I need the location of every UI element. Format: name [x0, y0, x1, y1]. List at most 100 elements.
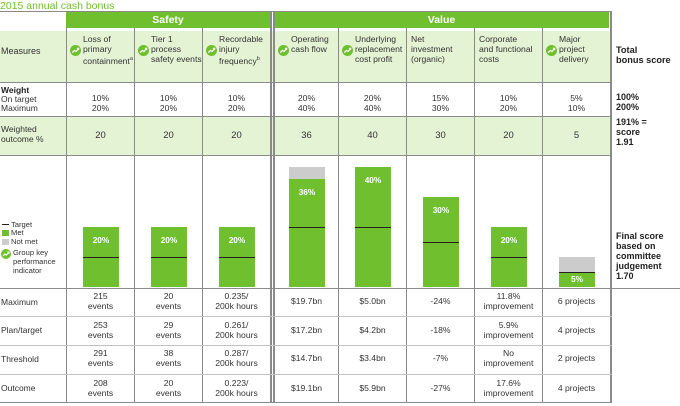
- row-value-thr: $14.7bn: [290, 353, 323, 363]
- target-line: [151, 257, 187, 258]
- measure-name-line-3: (organic): [411, 54, 445, 65]
- bar-value-label: 5%: [571, 274, 583, 284]
- total-score-3: 1.91: [616, 137, 634, 147]
- weight-on-target: 10%: [499, 93, 518, 103]
- measure-name-line-1: Loss of: [83, 34, 111, 44]
- measure-name-line-2: and functional: [479, 44, 533, 54]
- weight-maximum: 20%: [91, 103, 110, 113]
- bar-met: [289, 179, 325, 287]
- total-header-2: bonus score: [616, 55, 671, 65]
- measure-name-line-1: Corporate: [479, 34, 518, 44]
- grid-line: [273, 12, 275, 402]
- row-value-thr: -7%: [432, 353, 449, 363]
- page-title: 2015 annual cash bonus: [0, 0, 115, 12]
- weighted-outcome: 20: [231, 130, 242, 141]
- legend-met: Met: [11, 228, 24, 237]
- bar-value-label: 36%: [298, 187, 316, 197]
- value-label: Value: [427, 14, 456, 26]
- row-value-out-1: 20: [163, 378, 174, 388]
- footnote-marker: a: [129, 56, 133, 62]
- row-value-out: 4 projects: [557, 383, 596, 393]
- measure-name-line-3: costs: [479, 54, 500, 65]
- weighted-row-label-1: Weighted: [1, 124, 37, 134]
- target-swatch: [2, 224, 9, 225]
- measure-name-line-1: Operating: [291, 34, 329, 44]
- legend-gkpi-3: indicator: [13, 266, 42, 275]
- row-value-thr: $3.4bn: [359, 353, 386, 363]
- final-score-4: judgement: [616, 261, 662, 271]
- bar-not-met: [559, 257, 595, 272]
- maximum-label: Maximum: [1, 103, 38, 113]
- grid-line: [542, 28, 543, 402]
- weight-on-target: 20%: [297, 93, 316, 103]
- total-score-1: 191% =: [616, 117, 647, 127]
- weight-on-target: 20%: [363, 93, 382, 103]
- grid-line: [0, 116, 612, 117]
- safety-section-header: Safety: [66, 12, 270, 28]
- bar-value-label: 40%: [364, 175, 382, 185]
- row-value-max-2: events: [87, 301, 114, 311]
- row-value-max: -24%: [430, 296, 451, 306]
- row-value-max-1: 11.8%: [496, 291, 521, 301]
- row-value-max: $5.0bn: [359, 296, 386, 306]
- weighted-outcome: 30: [435, 130, 446, 141]
- footnote-marker: b: [256, 56, 260, 62]
- grid-line: [474, 28, 475, 402]
- met-swatch: [2, 230, 9, 236]
- row-value-out-2: events: [155, 388, 182, 398]
- measure-name-line-3-text: containment: [83, 55, 130, 66]
- final-score-2: based on: [616, 241, 656, 251]
- measure-name-line-2: primary: [83, 44, 112, 54]
- row-value-max-2: events: [155, 301, 182, 311]
- gkpi-icon: [278, 45, 289, 56]
- row-value-thr-2: improvement: [483, 358, 534, 368]
- row-value-out-1: 0.223/: [224, 378, 249, 388]
- row-value-max-2: 200k hours: [215, 301, 258, 311]
- measure-name-line-3-text: delivery: [559, 54, 589, 64]
- bar-value-label: 20%: [92, 235, 110, 245]
- maximum-row-label: Maximum: [1, 297, 38, 307]
- row-value-plan-1: 5.9%: [498, 320, 519, 330]
- weight-maximum: 40%: [363, 103, 382, 113]
- measure-name-line-3-text: costs: [479, 54, 500, 64]
- on-target-label: On target: [1, 94, 37, 104]
- weight-on-target: 10%: [159, 93, 178, 103]
- target-line: [219, 257, 255, 258]
- legend-not-met: Not met: [11, 237, 38, 246]
- row-value-max: $19.7bn: [290, 296, 323, 306]
- row-value-thr-1: 291: [93, 348, 108, 358]
- row-value-thr-1: 0.287/: [224, 348, 249, 358]
- measure-name-line-3: cost profit: [355, 54, 393, 65]
- grid-line: [66, 28, 67, 402]
- threshold-row-label: Threshold: [1, 354, 39, 364]
- weight-maximum: 40%: [297, 103, 316, 113]
- weighted-row-label-2: outcome %: [1, 134, 44, 144]
- row-value-max-1: 215: [93, 291, 108, 301]
- gkpi-icon: [138, 45, 149, 56]
- measure-name-line-2: process: [151, 44, 182, 54]
- gkpi-icon: [342, 45, 353, 56]
- group-kpi-icon: [1, 249, 11, 259]
- bar-value-label: 20%: [228, 235, 246, 245]
- legend: Target Met Not met Group key performance…: [0, 218, 66, 286]
- grid-line: [0, 288, 680, 289]
- row-value-thr-2: 200k hours: [215, 358, 258, 368]
- weight-on-target: 10%: [227, 93, 246, 103]
- row-value-out-2: 200k hours: [215, 388, 258, 398]
- measure-name-line-3: frequencyb: [219, 55, 260, 66]
- weighted-outcome: 20: [163, 130, 174, 141]
- row-value-plan-1: 29: [163, 320, 174, 330]
- legend-target: Target: [11, 220, 33, 229]
- grid-line: [0, 374, 612, 375]
- measure-name-line-3-text: cost profit: [355, 54, 393, 64]
- row-value-plan-2: events: [155, 330, 182, 340]
- row-value-plan: $4.2bn: [359, 325, 386, 335]
- row-value-max-1: 20: [163, 291, 174, 301]
- weight-on-target: 15%: [431, 93, 450, 103]
- bar-value-label: 30%: [432, 205, 450, 215]
- row-value-out: $5.9bn: [359, 383, 386, 393]
- weighted-outcome: 20: [503, 130, 514, 141]
- weighted-band: [0, 116, 610, 155]
- grid-line: [610, 12, 612, 402]
- row-value-plan-2: improvement: [483, 330, 534, 340]
